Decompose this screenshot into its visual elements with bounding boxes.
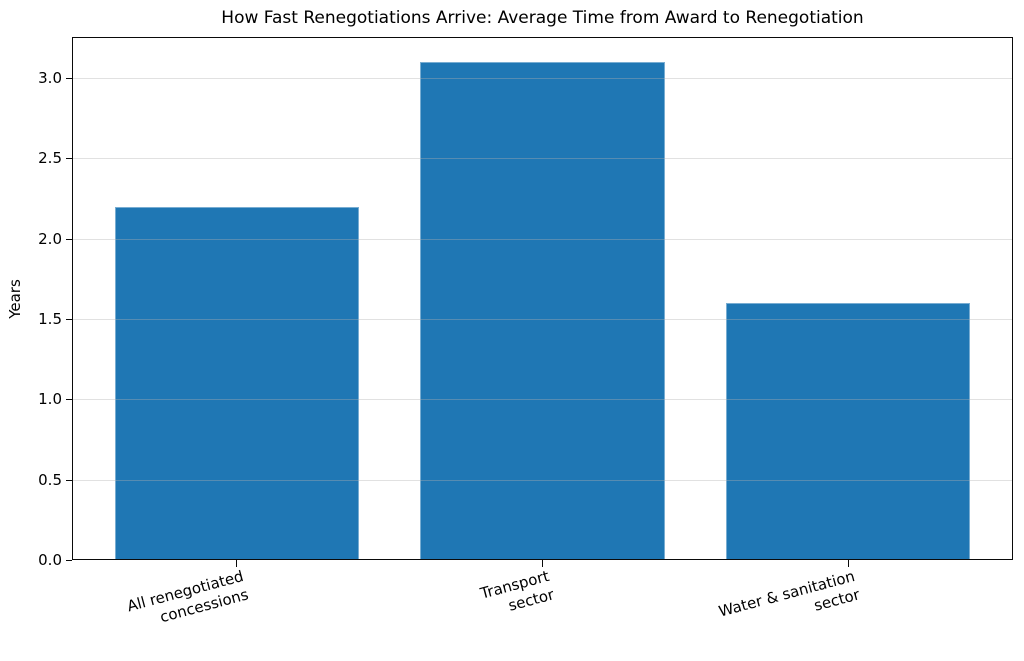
gridline — [72, 77, 1013, 79]
bar — [420, 61, 665, 560]
y-tick-mark — [66, 318, 72, 320]
bar — [114, 206, 360, 560]
y-tick-mark — [66, 158, 72, 160]
plot-area — [72, 37, 1013, 560]
y-tick-label: 2.0 — [38, 229, 62, 248]
x-tick-label: All renegotiated concessions — [125, 567, 251, 627]
x-tick-mark — [542, 560, 543, 567]
y-tick-label: 2.5 — [38, 149, 62, 168]
x-tick-label: Transport sector — [478, 567, 557, 615]
x-tick-label: Water & sanitation sector — [716, 567, 862, 621]
y-tick-mark — [66, 560, 72, 561]
gridline — [72, 318, 1013, 320]
y-tick-label: 0.5 — [38, 470, 62, 489]
y-tick-mark — [66, 77, 72, 79]
x-tick-mark — [236, 560, 238, 567]
y-tick-label: 3.0 — [38, 68, 62, 87]
y-tick-mark — [66, 399, 72, 401]
y-tick-label: 0.0 — [38, 551, 62, 569]
x-tick-mark — [847, 560, 849, 567]
y-tick-mark — [66, 238, 72, 240]
chart-title: How Fast Renegotiations Arrive: Average … — [221, 8, 864, 28]
y-tick-label: 1.5 — [38, 309, 62, 328]
gridline — [72, 238, 1013, 240]
y-tick-mark — [66, 479, 72, 481]
y-tick-label: 1.0 — [38, 390, 62, 409]
gridline — [72, 158, 1013, 160]
bar — [725, 302, 971, 560]
gridline — [72, 399, 1013, 401]
gridline — [72, 479, 1013, 481]
